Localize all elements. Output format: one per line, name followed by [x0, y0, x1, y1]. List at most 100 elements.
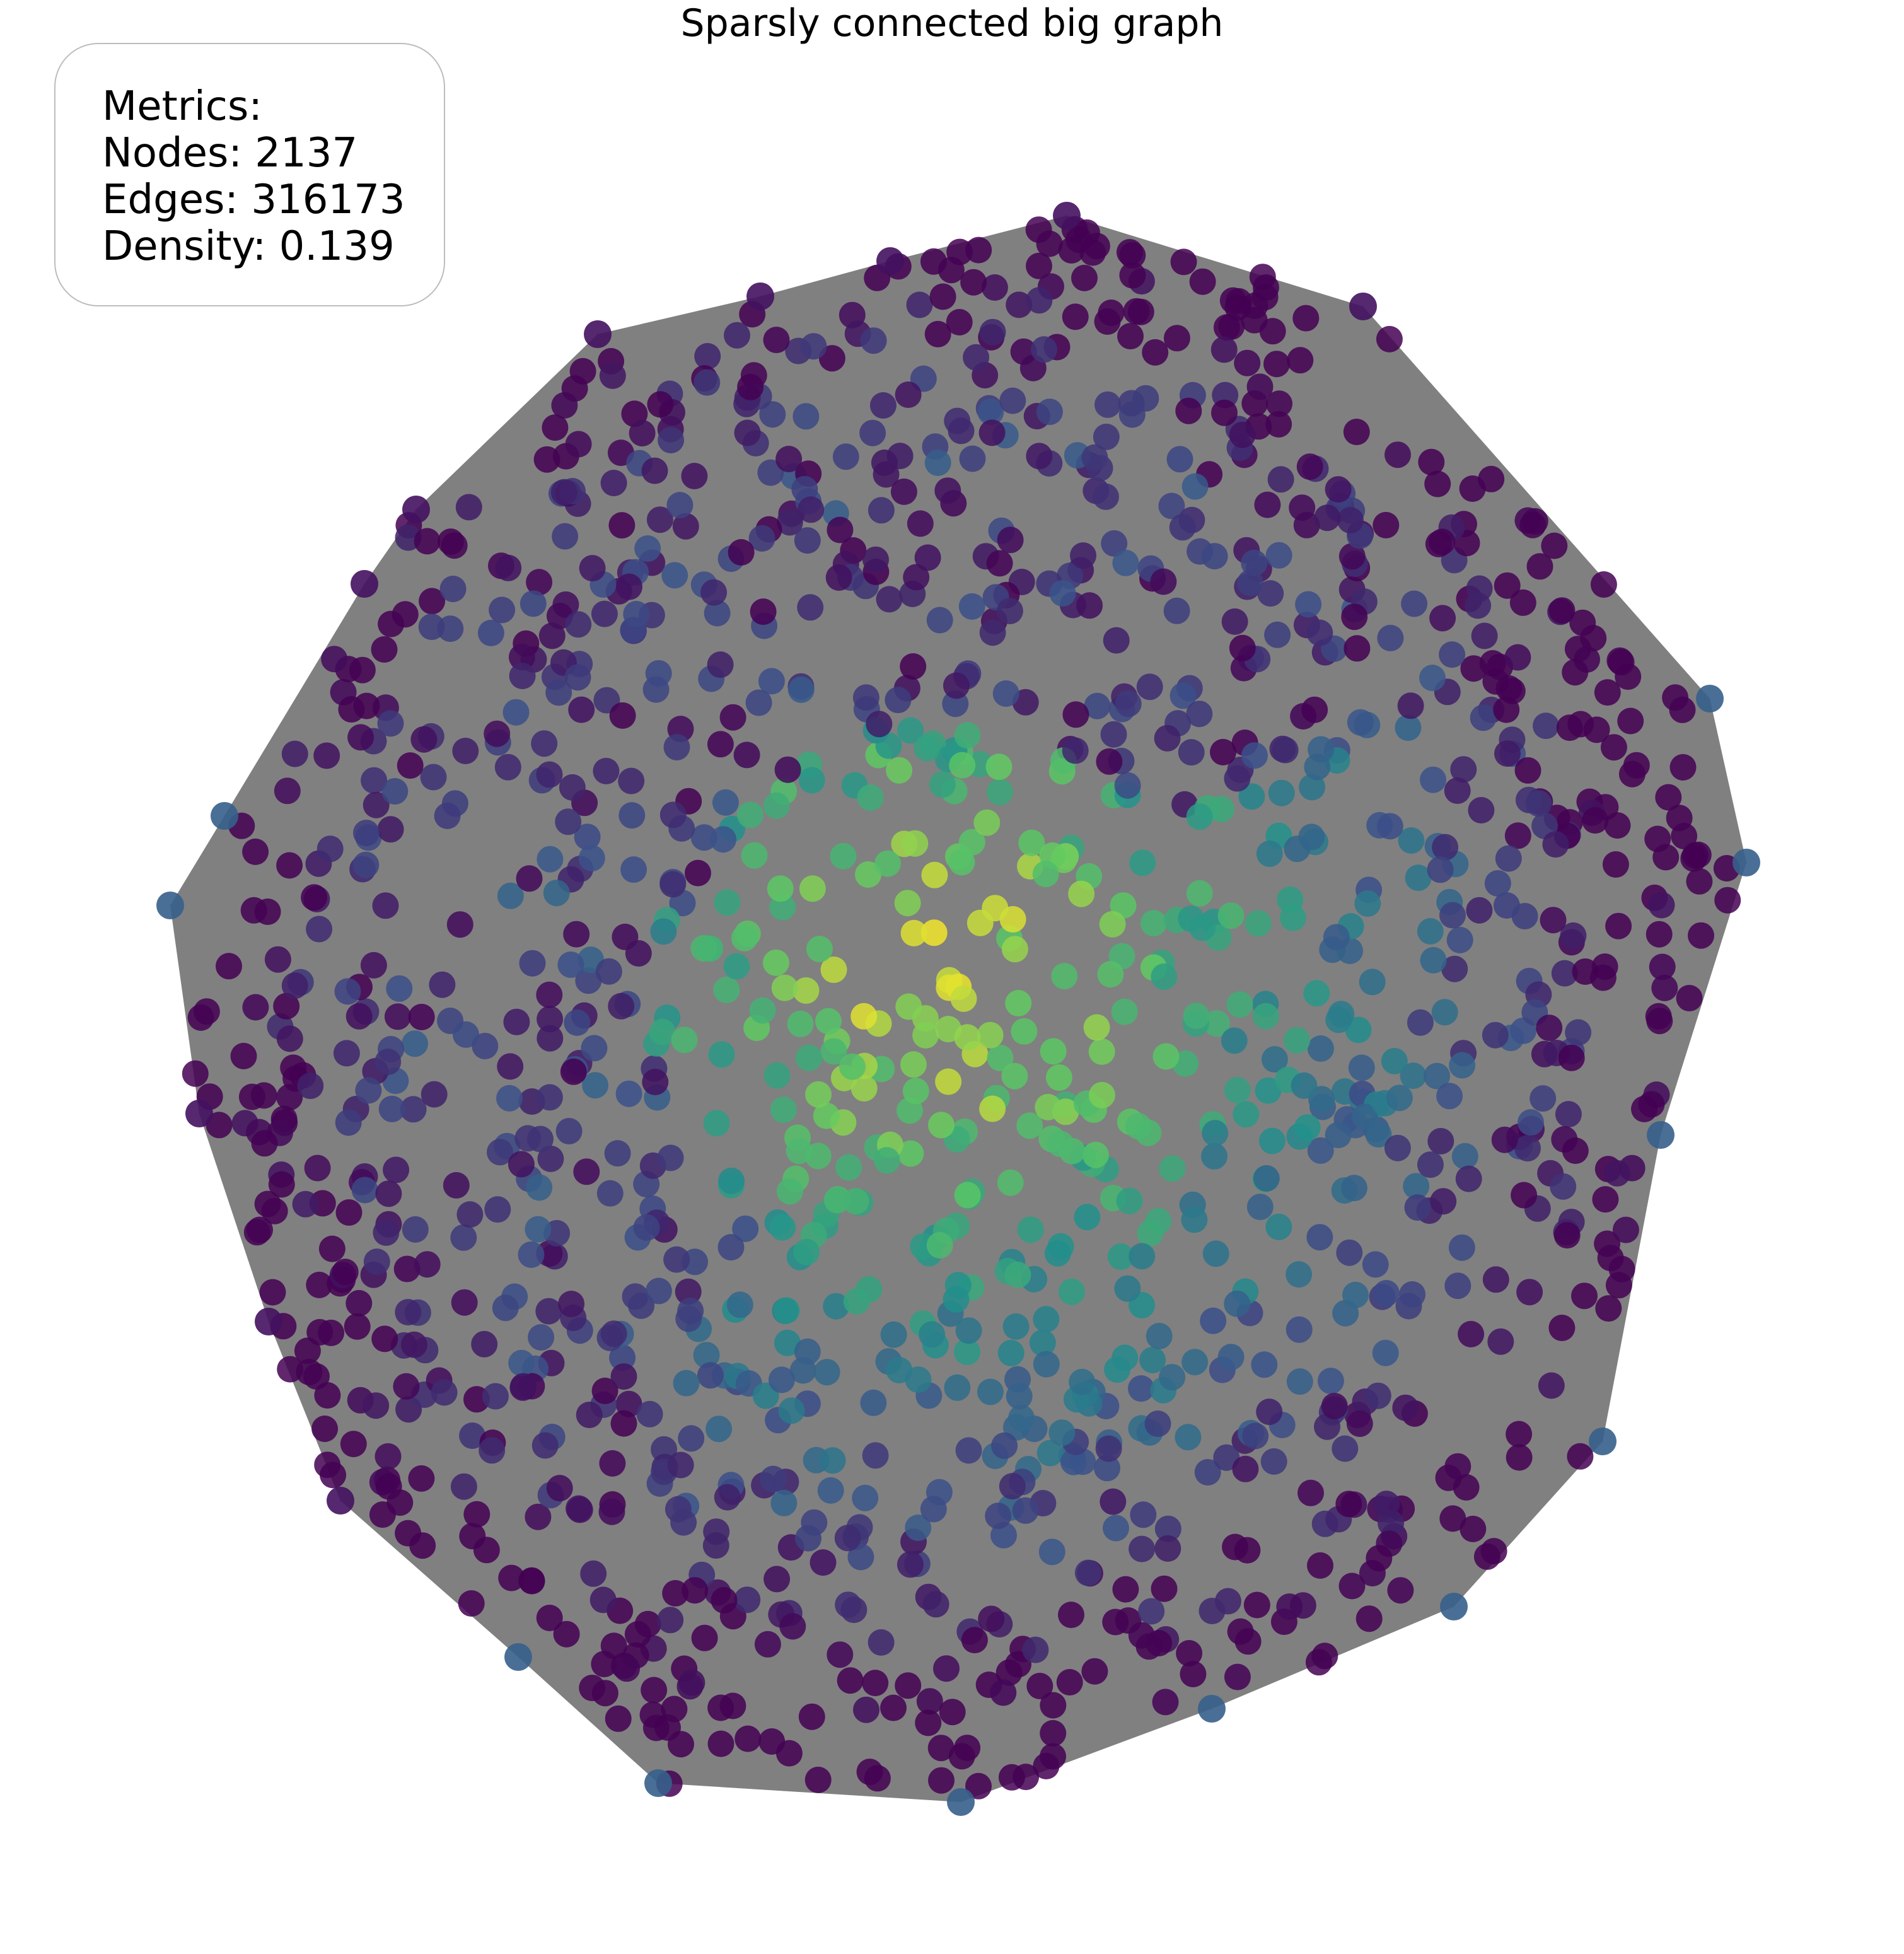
node-circle [1401, 590, 1428, 617]
node-circle [353, 820, 380, 846]
node-circle [573, 1158, 600, 1185]
graph-node [1526, 553, 1553, 580]
node-circle [636, 1400, 663, 1428]
graph-node [1151, 963, 1178, 990]
node-circle [535, 1298, 562, 1325]
node-circle [608, 512, 636, 539]
node-circle [1150, 568, 1177, 595]
node-circle [1480, 1538, 1507, 1565]
node-circle [1381, 1047, 1408, 1074]
graph-node [1345, 1016, 1372, 1044]
graph-node [714, 889, 741, 916]
graph-node [518, 1567, 545, 1595]
node-circle [895, 993, 922, 1020]
graph-node [954, 1024, 981, 1051]
node-circle [1359, 968, 1386, 996]
node-circle [600, 1320, 627, 1347]
graph-node [1307, 1035, 1334, 1062]
node-circle [1439, 902, 1466, 929]
graph-node [1233, 1101, 1260, 1128]
node-circle [402, 1030, 428, 1057]
node-circle [1495, 675, 1523, 702]
node-circle [804, 1766, 832, 1793]
graph-node [429, 971, 456, 998]
graph-node [625, 940, 652, 967]
node-circle [1076, 592, 1103, 619]
node-circle [1234, 1537, 1261, 1564]
graph-node [702, 1532, 729, 1559]
node-circle [1582, 807, 1609, 834]
graph-node [979, 1095, 1006, 1122]
graph-node [1026, 287, 1053, 314]
graph-node [1013, 1764, 1040, 1791]
node-circle [1345, 1016, 1372, 1044]
node-circle [536, 761, 563, 788]
graph-node [949, 752, 976, 779]
node-circle [1140, 910, 1167, 937]
node-circle [1186, 880, 1213, 907]
node-circle [1017, 1216, 1044, 1243]
node-circle [392, 601, 419, 628]
graph-node [1518, 1109, 1544, 1136]
node-circle [675, 1278, 702, 1305]
node-circle [1439, 1505, 1466, 1532]
node-circle [1253, 1165, 1280, 1192]
node-circle [734, 1725, 762, 1752]
node-circle [1344, 635, 1371, 662]
graph-node [678, 1669, 705, 1696]
graph-node [1686, 868, 1713, 895]
graph-node [1202, 1240, 1229, 1267]
graph-node [1117, 323, 1144, 350]
node-circle [1093, 423, 1120, 450]
graph-node [1040, 1692, 1067, 1719]
graph-node [1012, 1497, 1039, 1524]
graph-node [1002, 1313, 1030, 1340]
node-circle [1646, 1008, 1673, 1035]
node-circle [1107, 1243, 1134, 1271]
graph-node [1482, 1021, 1509, 1049]
graph-node [1362, 1251, 1389, 1278]
node-circle [935, 1068, 962, 1095]
node-circle [1221, 608, 1248, 635]
node-circle [492, 1294, 519, 1322]
graph-node [1102, 1608, 1129, 1636]
node-circle [276, 852, 303, 879]
graph-node [560, 1058, 587, 1085]
node-circle [487, 1139, 513, 1166]
graph-node [1550, 1173, 1577, 1200]
node-circle [1604, 1160, 1631, 1187]
node-circle [1714, 887, 1741, 914]
graph-node [1001, 936, 1028, 963]
node-circle [770, 1096, 797, 1123]
node-circle [1084, 692, 1111, 719]
node-circle [508, 1349, 535, 1376]
graph-node [259, 1279, 286, 1306]
graph-node [402, 1216, 429, 1243]
node-circle [568, 696, 595, 723]
graph-node [1263, 351, 1290, 378]
node-circle [1259, 1127, 1286, 1154]
node-circle [750, 598, 777, 625]
graph-node [1306, 1224, 1333, 1251]
node-circle [1058, 237, 1085, 264]
graph-node [712, 789, 739, 816]
graph-node [647, 391, 674, 418]
node-circle [1186, 803, 1213, 830]
graph-node [954, 1182, 981, 1209]
graph-node [977, 398, 1004, 426]
graph-node [1398, 827, 1425, 854]
node-circle [787, 1010, 814, 1037]
graph-node [1076, 592, 1103, 619]
node-circle [1418, 448, 1445, 475]
node-circle [705, 1416, 733, 1443]
node-circle [1605, 912, 1632, 939]
graph-node [1427, 856, 1454, 883]
graph-node [641, 457, 668, 484]
graph-node [1217, 902, 1245, 929]
node-circle [985, 753, 1013, 781]
graph-node [850, 1003, 878, 1030]
graph-node [1163, 597, 1190, 624]
node-circle [563, 921, 590, 948]
node-circle [948, 849, 975, 876]
node-circle [823, 1293, 850, 1320]
